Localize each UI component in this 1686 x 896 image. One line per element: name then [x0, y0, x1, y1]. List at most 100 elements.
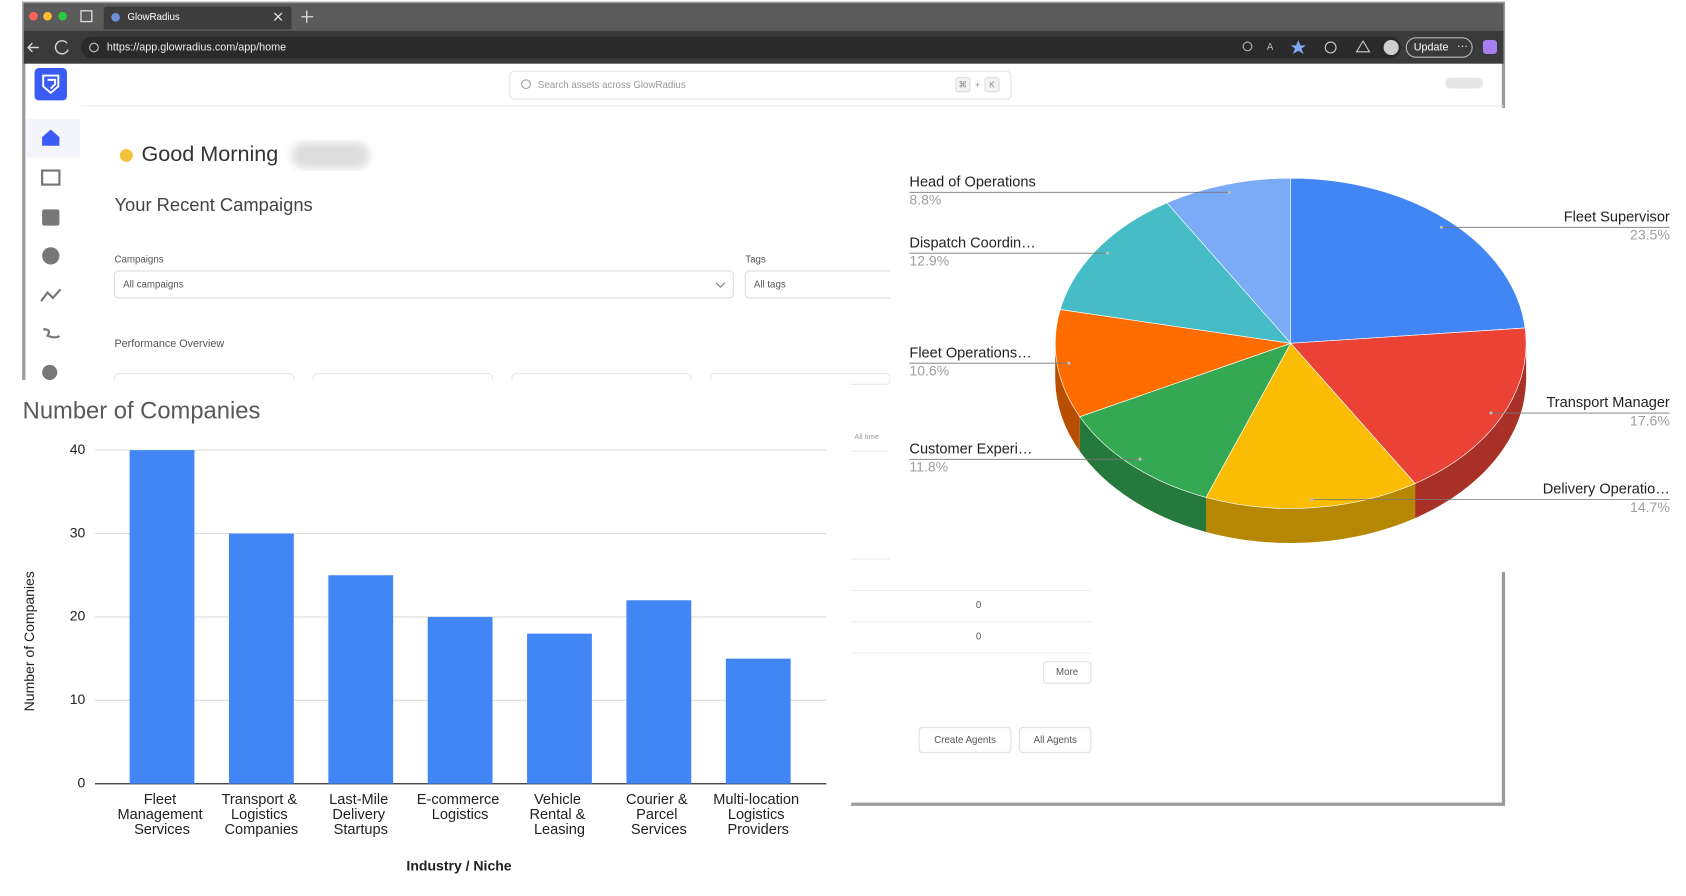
- pie-slice-side: [1206, 483, 1416, 543]
- button-label: More: [1056, 667, 1078, 678]
- chart-title: Number of Companies: [23, 398, 261, 425]
- nav-table[interactable]: [41, 169, 61, 186]
- favorite-icon[interactable]: [1290, 39, 1306, 54]
- leader-dot: [1489, 411, 1493, 415]
- update-label: Update: [1414, 41, 1449, 53]
- maximize-dot[interactable]: [58, 11, 67, 21]
- app-logo[interactable]: [34, 68, 67, 101]
- leader-dot: [1439, 225, 1443, 229]
- tab-actions[interactable]: [80, 10, 93, 23]
- bar: [427, 616, 493, 784]
- x-tick-label: Courier & Parcel Services: [626, 792, 692, 838]
- bar: [626, 600, 692, 784]
- shortcut-key: [984, 77, 1000, 93]
- nav-flows[interactable]: [43, 328, 61, 339]
- y-axis-label: Number of Companies: [21, 571, 37, 711]
- bar: [725, 658, 791, 784]
- button-label: Create Agents: [934, 735, 996, 746]
- site-info[interactable]: [89, 42, 99, 53]
- x-tick-label: Transport & Logistics Companies: [222, 792, 302, 838]
- select-chevron: [715, 282, 726, 288]
- slice-value-label: 23.5%: [1630, 227, 1670, 243]
- time-filter[interactable]: All time: [854, 432, 879, 441]
- slice-label: Customer Experi…: [909, 441, 1032, 457]
- sun-icon: [119, 148, 133, 162]
- x-tick-label: E-commerce Logistics: [417, 792, 504, 823]
- minimize-dot[interactable]: [43, 11, 52, 21]
- section-title: Your Recent Campaigns: [114, 194, 312, 215]
- y-tick-label: 30: [70, 524, 86, 540]
- create-agents-button[interactable]: [918, 727, 1012, 753]
- bar: [328, 575, 394, 784]
- menu-icon[interactable]: ···: [1457, 40, 1468, 52]
- table-cell: 0: [976, 631, 982, 642]
- leader-dot: [1138, 457, 1142, 461]
- tab-close[interactable]: [273, 12, 283, 21]
- bar: [527, 633, 592, 784]
- leader-dot: [1067, 361, 1071, 365]
- copilot-icon[interactable]: [1482, 39, 1497, 54]
- extensions-icon[interactable]: [1324, 41, 1337, 54]
- shortcut-key: [955, 77, 971, 93]
- search-box[interactable]: [509, 70, 1012, 100]
- zoom-icon[interactable]: [1242, 41, 1253, 52]
- bar-chart: 0 10 20 30 40 Fleet Management Services Transp…: [70, 441, 827, 838]
- x-axis-label: Industry / Niche: [406, 858, 511, 874]
- more-button[interactable]: [1042, 661, 1092, 684]
- bar: [228, 533, 294, 784]
- button-label: All Agents: [1034, 735, 1077, 746]
- pie-chart: Fleet Supervisor 23.5% Transport Manager17…: [909, 174, 1670, 543]
- slice-value-label: 10.6%: [909, 363, 949, 379]
- pie-slice: [1205, 342, 1416, 509]
- read-aloud-icon[interactable]: A: [1267, 42, 1274, 53]
- pie-slice-side: [1415, 343, 1527, 519]
- nav-other[interactable]: [42, 364, 58, 380]
- pie-slice: [1059, 202, 1292, 344]
- active-tab[interactable]: [103, 6, 292, 30]
- filter-label: Tags: [745, 255, 766, 266]
- nav-docs[interactable]: [42, 209, 60, 226]
- slice-value-label: 11.8%: [909, 459, 948, 475]
- blurred-name: [291, 142, 370, 169]
- all-agents-button[interactable]: [1019, 727, 1092, 753]
- pie-slice: [1290, 177, 1526, 344]
- nav-analytics[interactable]: [40, 288, 62, 302]
- performance-title: Performance Overview: [114, 338, 224, 350]
- shortcut-cmd: ⌘: [959, 80, 968, 90]
- campaign-select[interactable]: [113, 270, 734, 299]
- reload-button[interactable]: [54, 40, 69, 55]
- slice-value-label: 14.7%: [1630, 499, 1670, 515]
- slice-label: Fleet Supervisor: [1564, 209, 1670, 225]
- filter-value: All tags: [754, 280, 786, 291]
- address-bar[interactable]: [81, 36, 1401, 59]
- pie-slice: [1054, 309, 1291, 418]
- slice-label: Delivery Operatio…: [1543, 482, 1670, 498]
- table-cell: 0: [976, 600, 982, 611]
- new-tab[interactable]: [301, 10, 314, 23]
- header-toggle[interactable]: [1445, 77, 1483, 89]
- slice-label: Transport Manager: [1546, 395, 1669, 411]
- search-icon: [521, 79, 531, 90]
- nav-home[interactable]: [42, 129, 60, 146]
- slice-label: Fleet Operations…: [909, 345, 1031, 361]
- profile-avatar[interactable]: [1383, 39, 1399, 56]
- back-button[interactable]: [27, 42, 39, 53]
- y-tick-label: 20: [70, 608, 86, 624]
- nav-bolt[interactable]: [42, 247, 60, 265]
- pie-slice: [1166, 177, 1292, 345]
- search-placeholder: Search assets across GlowRadius: [538, 80, 686, 91]
- y-tick-label: 10: [70, 691, 86, 707]
- shortcut-plus: +: [975, 80, 980, 90]
- x-tick-label: Fleet Management Services: [117, 792, 206, 838]
- slice-value-label: 17.6%: [1630, 412, 1670, 428]
- y-tick-label: 40: [70, 441, 86, 457]
- leader-dot: [1105, 251, 1110, 255]
- x-tick-label: Vehicle Rental & Leasing: [530, 792, 590, 838]
- slice-label: Head of Operations: [909, 174, 1035, 190]
- update-button[interactable]: [1405, 37, 1473, 58]
- close-dot[interactable]: [29, 11, 38, 21]
- bar: [129, 450, 195, 784]
- tab-favicon: [111, 12, 120, 22]
- collections-icon[interactable]: [1355, 39, 1371, 53]
